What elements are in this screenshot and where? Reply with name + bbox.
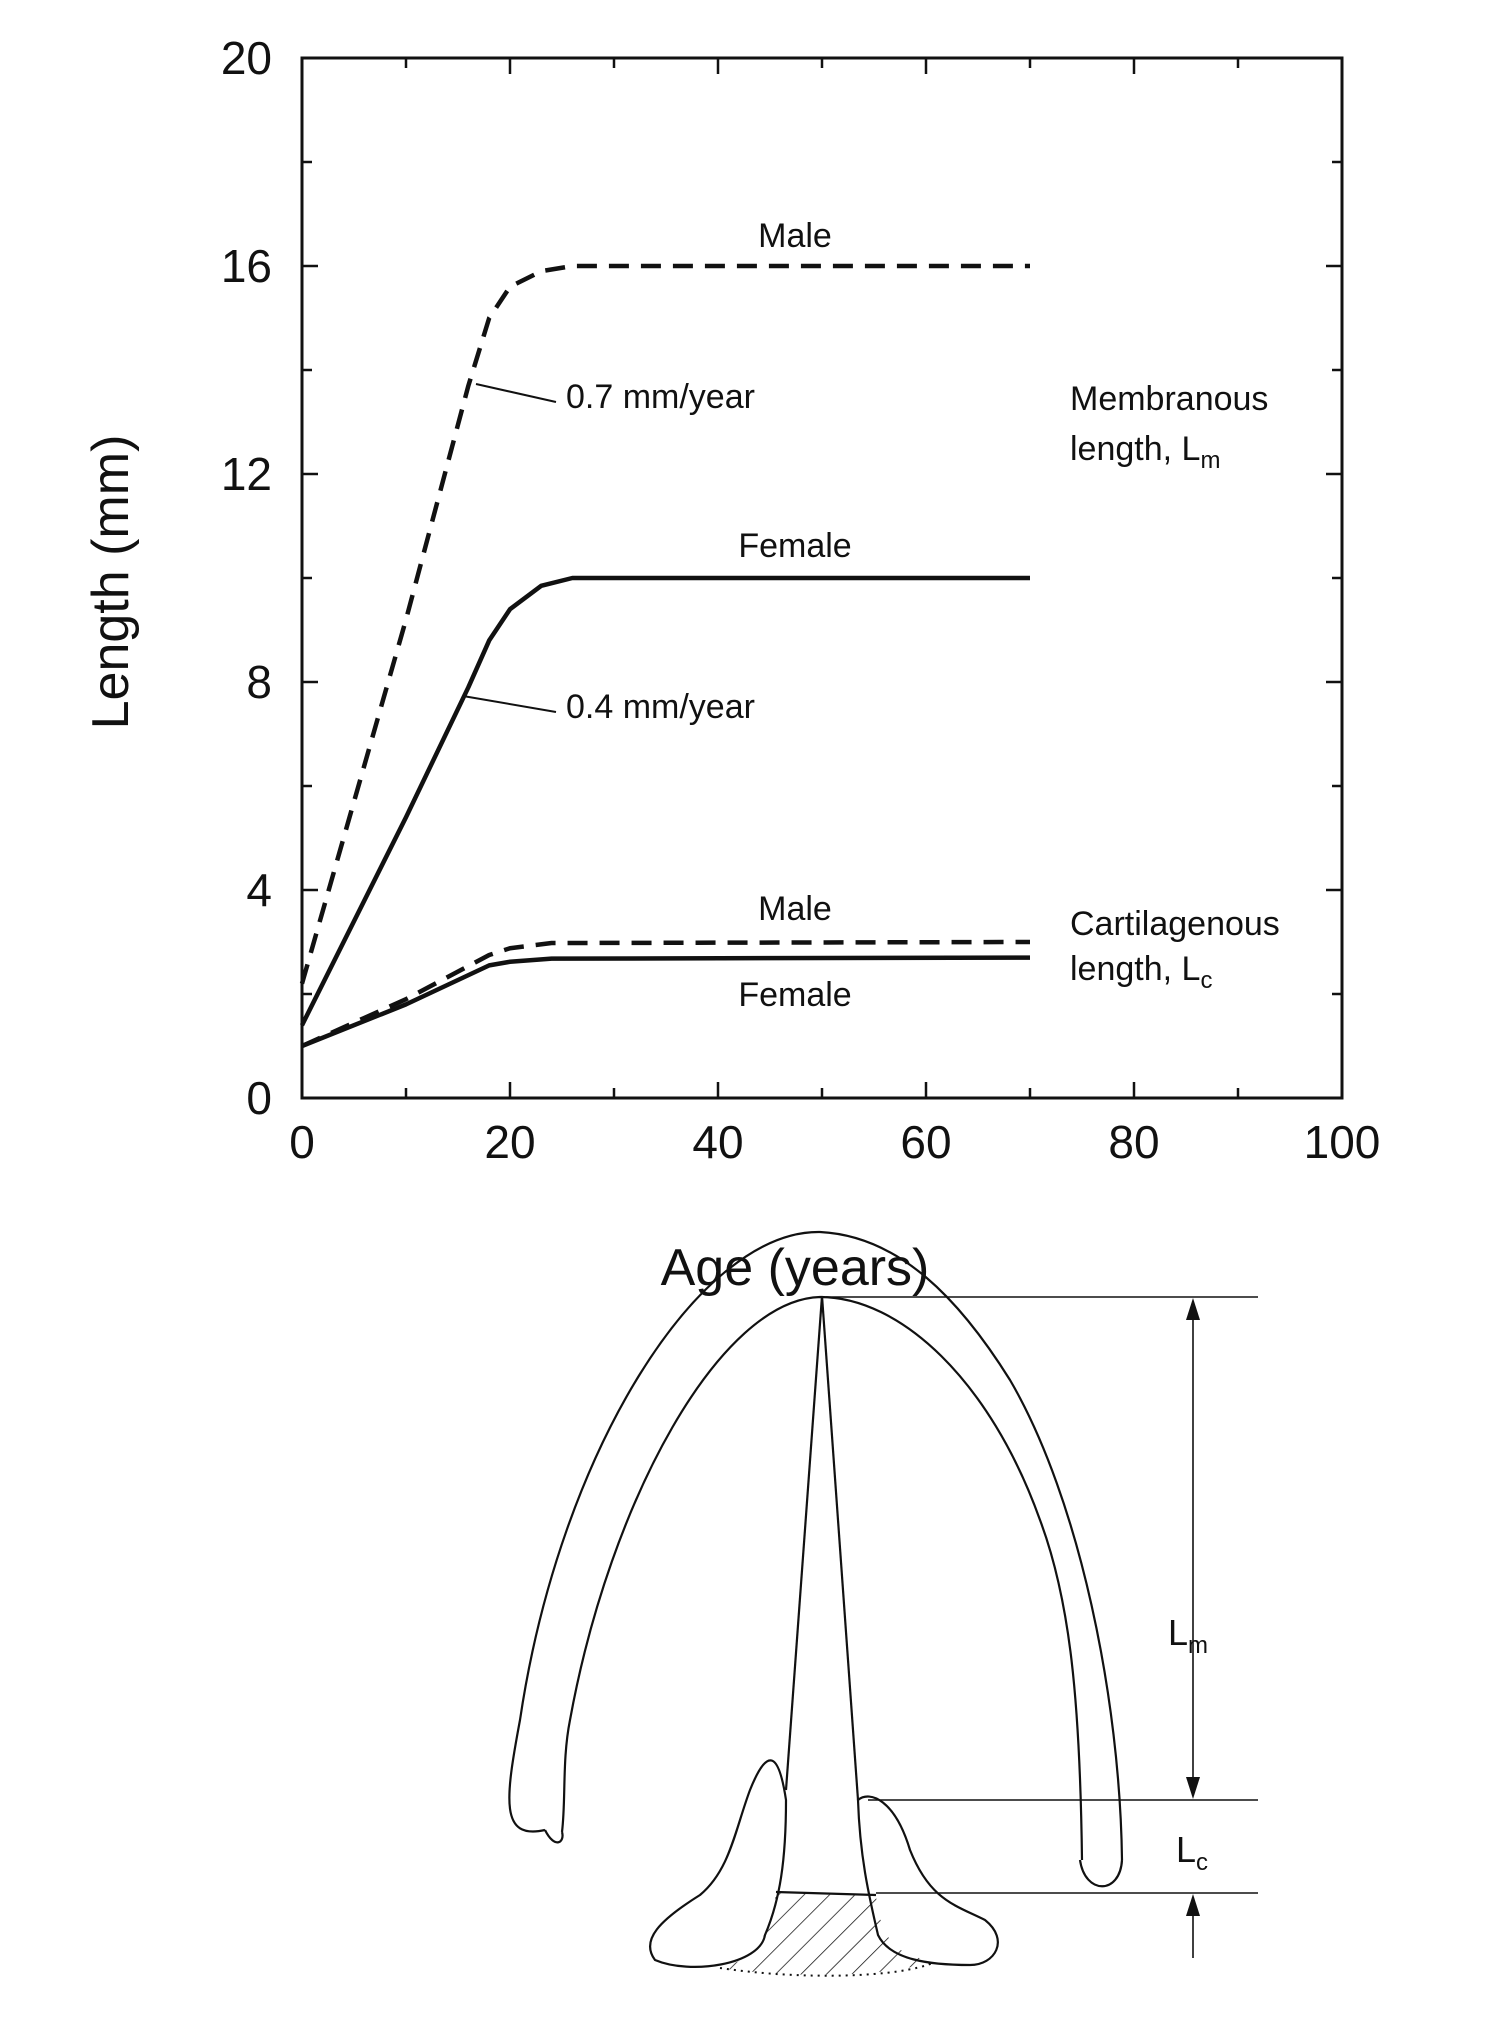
label-male-cartilagenous: Male bbox=[758, 890, 832, 928]
x-tick-label: 100 bbox=[1304, 1116, 1381, 1168]
y-tick-label: 20 bbox=[221, 32, 272, 84]
glottis-base bbox=[775, 1890, 877, 1897]
label-female-membranous: Female bbox=[738, 527, 851, 565]
arch-tail-right bbox=[1078, 1859, 1124, 1888]
x-tick-label: 40 bbox=[692, 1116, 743, 1168]
diagram-label-lm-sub: m bbox=[1188, 1632, 1208, 1659]
series-line-membranous-male bbox=[299, 263, 1030, 985]
arrow-lm-bottom bbox=[1186, 1777, 1200, 1799]
x-tick-label: 80 bbox=[1108, 1116, 1159, 1168]
membranous-label-main: length, L bbox=[1070, 430, 1200, 468]
posterior-hatch bbox=[720, 1893, 930, 1975]
diagram-label-lc-main: L bbox=[1176, 1829, 1196, 1870]
label-male-membranous: Male bbox=[758, 217, 832, 255]
vocal-fold-right bbox=[820, 1295, 860, 1801]
membranous-label-sub: m bbox=[1200, 447, 1220, 474]
y-tick-label: 16 bbox=[221, 240, 272, 292]
rate-female-leader bbox=[462, 695, 557, 713]
chart-series bbox=[299, 263, 1031, 1049]
x-tick-label: 60 bbox=[900, 1116, 951, 1168]
arrow-lc-bottom bbox=[1186, 1894, 1200, 1916]
series-line-membranous-female bbox=[299, 575, 1030, 1027]
rate-male-label: 0.7 mm/year bbox=[566, 378, 755, 416]
rate-female-label: 0.4 mm/year bbox=[566, 688, 755, 726]
cartilagenous-label-line2: length, Lc bbox=[1070, 950, 1212, 994]
diagram-label-lm-main: L bbox=[1168, 1612, 1188, 1653]
cartilagenous-label-main: length, L bbox=[1070, 950, 1200, 988]
arrow-lm-top bbox=[1186, 1298, 1200, 1320]
label-female-cartilagenous: Female bbox=[738, 976, 851, 1014]
cartilagenous-label-line1: Cartilagenous bbox=[1070, 905, 1280, 943]
x-tick-label: 0 bbox=[289, 1116, 315, 1168]
diagram-label-lm: Lm bbox=[1168, 1612, 1208, 1659]
y-tick-label: 8 bbox=[246, 656, 272, 708]
membranous-label-line1: Membranous bbox=[1070, 380, 1268, 418]
vocal-fold-left bbox=[784, 1295, 824, 1791]
diagram-label-lc: Lc bbox=[1176, 1829, 1208, 1876]
arch-outer bbox=[508, 1230, 1124, 1861]
y-tick-label: 0 bbox=[246, 1072, 272, 1124]
chart-axes: 0 20 40 60 80 100 0 4 8 12 16 20 bbox=[221, 32, 1381, 1168]
diagram-label-lc-sub: c bbox=[1196, 1849, 1208, 1876]
rate-male-leader bbox=[475, 383, 557, 403]
membranous-label-line2: length, Lm bbox=[1070, 430, 1220, 474]
y-tick-label: 12 bbox=[221, 448, 272, 500]
series-line-cartilagenous-female bbox=[301, 955, 1031, 1049]
y-tick-label: 4 bbox=[246, 864, 272, 916]
arch-tail-left bbox=[544, 1829, 564, 1844]
y-axis-title: Length (mm) bbox=[82, 435, 140, 730]
x-tick-label: 20 bbox=[484, 1116, 535, 1168]
arch-inner bbox=[560, 1295, 1084, 1861]
cartilagenous-label-sub: c bbox=[1200, 967, 1212, 994]
